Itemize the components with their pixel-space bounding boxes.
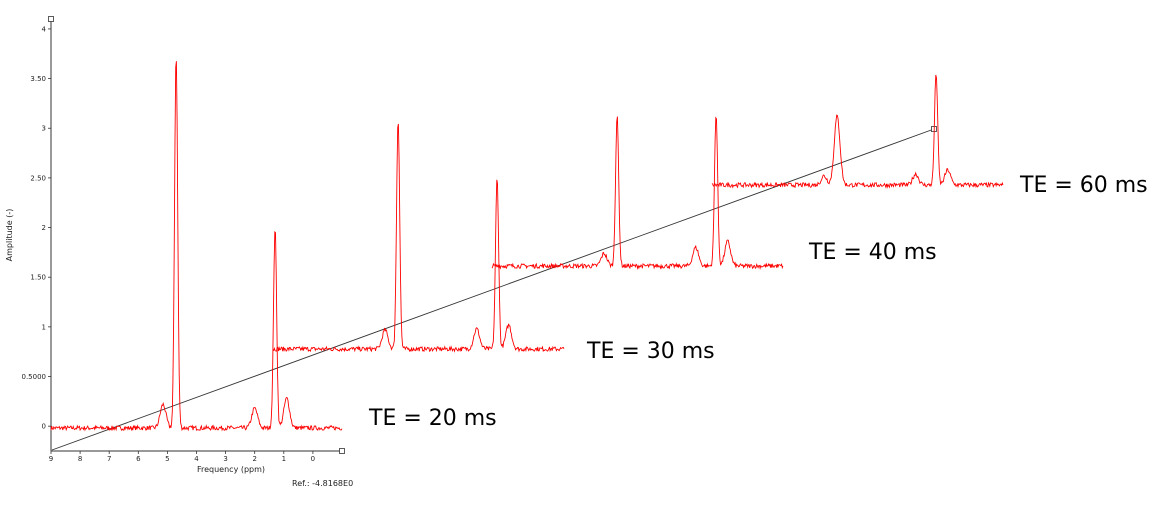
x-tick-label: 2 [252, 455, 256, 463]
x-tick-label: 1 [282, 455, 286, 463]
reference-label: Ref.: -4.8168E0 [292, 479, 353, 488]
te-labels: TE = 20 ms TE = 30 ms TE = 40 ms TE = 60 ms [368, 173, 1148, 431]
y-tick-label: 2 [42, 224, 46, 232]
x-tick-label: 7 [107, 455, 111, 463]
y-axis-title: Amplitude (-) [5, 209, 14, 262]
x-axis-title: Frequency (ppm) [197, 465, 265, 474]
x-tick-label: 8 [78, 455, 82, 463]
y-tick-label: 4 [42, 25, 47, 33]
y-tick-label: 3.50 [30, 75, 46, 83]
spectrum-line-1 [50, 61, 343, 432]
axis-handle-right [339, 448, 345, 454]
spectrum-line-2 [272, 123, 565, 353]
stacking-guide-line [51, 128, 935, 451]
chart-axes: 0 0.5000 1 1.50 2 2.50 3 3.50 4 9 8 7 6 5 4 3 2 1 0 Frequen… [5, 16, 937, 488]
axis-handle-top [48, 16, 54, 22]
x-tick-label: 6 [136, 455, 141, 463]
spectra-group [50, 61, 1004, 432]
x-tick-label: 9 [49, 455, 53, 463]
te-label-4: TE = 60 ms [1019, 173, 1148, 198]
y-tick-label: 3 [42, 125, 46, 133]
y-tick-label: 0.5000 [22, 373, 47, 381]
x-tick-label: 0 [311, 455, 315, 463]
spectrum-line-4 [711, 74, 1004, 189]
y-tick-label: 2.50 [30, 174, 46, 182]
y-tick-label: 1.50 [30, 274, 46, 282]
x-tick-label: 5 [165, 455, 169, 463]
x-tick-label: 4 [194, 455, 199, 463]
x-tick-label: 3 [223, 455, 227, 463]
te-label-3: TE = 40 ms [808, 240, 937, 265]
spectrum-line-3 [491, 116, 784, 270]
te-label-2: TE = 30 ms [586, 339, 715, 364]
y-tick-label: 1 [42, 323, 46, 331]
te-label-1: TE = 20 ms [368, 406, 497, 431]
y-tick-label: 0 [42, 423, 46, 431]
